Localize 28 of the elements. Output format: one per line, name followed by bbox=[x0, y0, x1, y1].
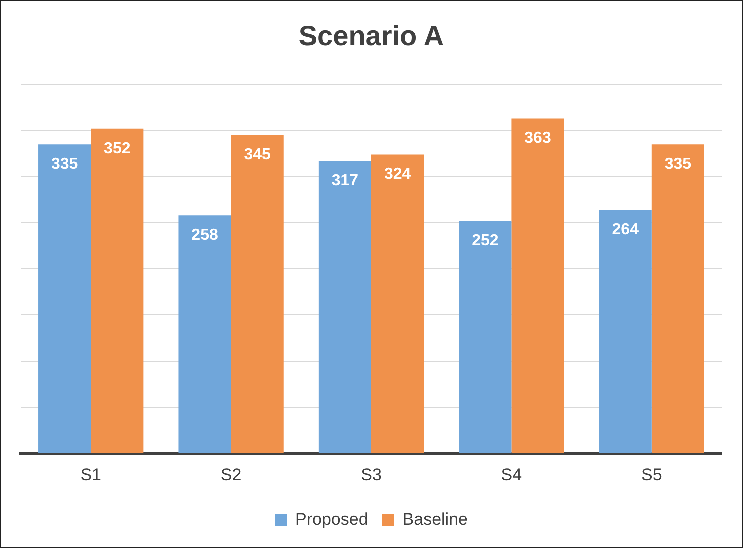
data-label: 335 bbox=[51, 156, 78, 173]
data-label: 264 bbox=[612, 221, 640, 238]
legend-label: Proposed bbox=[296, 510, 368, 530]
legend-label: Baseline bbox=[402, 510, 468, 530]
data-label: 345 bbox=[244, 146, 272, 164]
data-label: 335 bbox=[664, 156, 692, 173]
bar bbox=[599, 210, 652, 454]
data-label: 258 bbox=[192, 227, 218, 244]
bar bbox=[459, 221, 512, 454]
bar bbox=[38, 144, 92, 454]
bar bbox=[318, 161, 372, 454]
x-tick-label: S5 bbox=[642, 465, 662, 484]
bar bbox=[512, 118, 564, 454]
x-tick-label: S4 bbox=[501, 465, 522, 484]
x-tick-label: S1 bbox=[80, 465, 102, 484]
data-label: 352 bbox=[104, 140, 131, 158]
data-label: 317 bbox=[332, 172, 359, 190]
data-label: 324 bbox=[384, 166, 412, 184]
data-label: 363 bbox=[524, 130, 552, 148]
x-tick-label: S3 bbox=[361, 465, 382, 484]
bar bbox=[91, 128, 144, 454]
x-tick-label: S2 bbox=[220, 465, 242, 484]
chart-title: Scenario A bbox=[298, 20, 444, 52]
data-label: 252 bbox=[472, 232, 499, 250]
bar bbox=[372, 154, 424, 454]
bar bbox=[178, 216, 232, 454]
bar bbox=[652, 144, 704, 454]
bar bbox=[231, 135, 284, 454]
